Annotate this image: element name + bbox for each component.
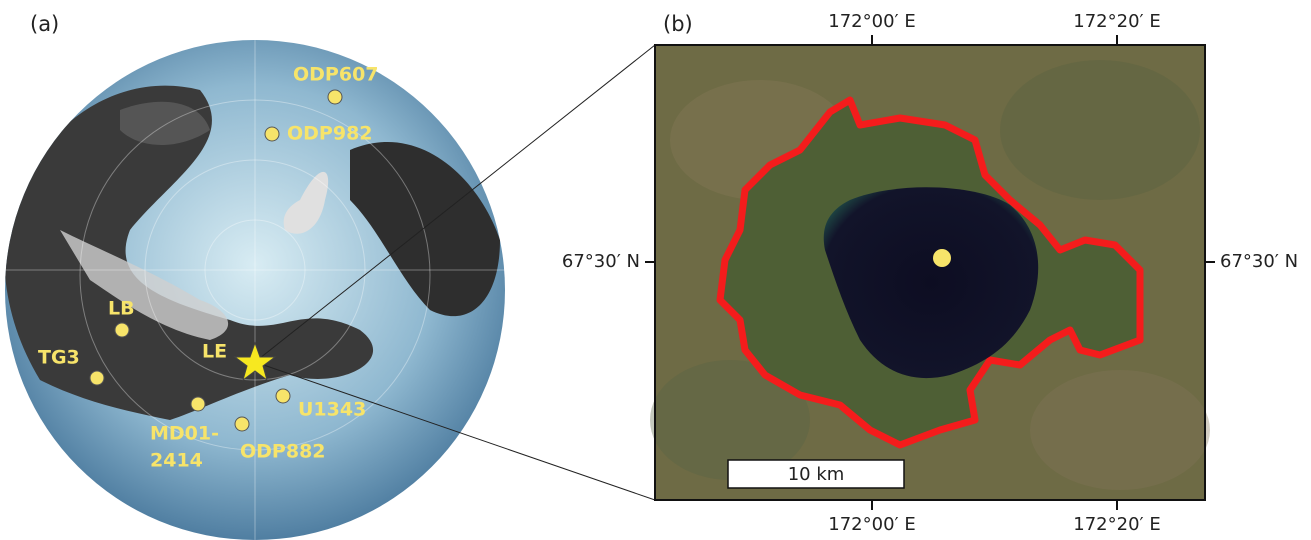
site-label: MD01- <box>150 423 219 445</box>
site-label: TG3 <box>38 347 80 369</box>
site-label: LE <box>202 341 227 363</box>
site-marker <box>89 370 105 386</box>
scale-bar-label: 10 km <box>788 464 845 485</box>
site-marker <box>234 416 250 432</box>
site-label: U1343 <box>298 399 366 421</box>
lake <box>823 187 1039 379</box>
core-site <box>933 249 951 267</box>
site-label: 2414 <box>150 450 203 472</box>
map-frame <box>654 44 1206 501</box>
site-marker <box>275 388 291 404</box>
site-label: ODP982 <box>287 123 373 145</box>
tick-label: 172°20′ E <box>1073 11 1160 32</box>
site-marker <box>190 396 206 412</box>
site-marker <box>327 89 343 105</box>
panel-label: (b) <box>663 12 693 36</box>
tick-label: 172°20′ E <box>1073 514 1160 535</box>
land <box>5 85 500 420</box>
tick-label: 67°30′ N <box>1220 251 1298 272</box>
tick-label: 172°00′ E <box>828 514 915 535</box>
tick-label: 67°30′ N <box>562 251 640 272</box>
star-marker <box>233 341 277 382</box>
connector <box>254 361 656 501</box>
panel-label: (a) <box>30 12 59 36</box>
connector <box>254 44 656 363</box>
site-marker <box>264 126 280 142</box>
tick-label: 172°00′ E <box>828 11 915 32</box>
site-label: LB <box>108 298 135 320</box>
graticule <box>5 40 505 540</box>
scale-bar <box>727 459 905 489</box>
site-marker <box>114 322 130 338</box>
site-label: ODP607 <box>293 64 379 86</box>
site-label: ODP882 <box>240 441 326 463</box>
